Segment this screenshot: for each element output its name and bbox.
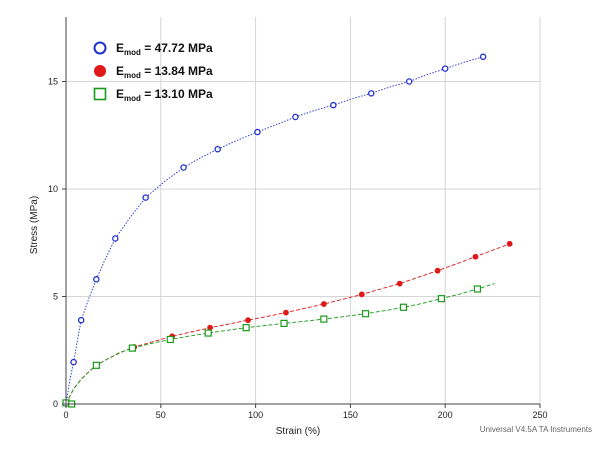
series-2-point [472, 253, 479, 260]
series-3-point [399, 303, 408, 311]
series-1-point [214, 145, 221, 153]
series-2-point [320, 301, 327, 307]
series-1-point [142, 194, 149, 201]
series-3-point [242, 324, 250, 332]
series-2-point [245, 317, 251, 324]
software-watermark: Universal V4.5A TA Instruments [480, 425, 592, 434]
series-3-point [128, 344, 136, 352]
series-3-point [361, 310, 370, 318]
series-2-point [396, 280, 403, 287]
x-tick-label: 150 [343, 410, 358, 420]
series-1-point [254, 128, 261, 136]
series-1-point [479, 53, 487, 61]
x-tick-label: 50 [156, 410, 166, 420]
series-3-point [166, 335, 174, 344]
x-tick-label: 200 [438, 410, 453, 420]
x-axis-label: Strain (%) [276, 426, 320, 437]
x-tick-label: 100 [248, 410, 263, 420]
legend-entry-1-label: Emod = 47.72 MPa [116, 41, 213, 57]
grid-group [66, 17, 541, 404]
series-1-point [292, 113, 299, 121]
series-2-point [434, 267, 441, 274]
legend-entry-2-label: Emod = 13.84 MPa [116, 64, 213, 80]
series-1-point [77, 316, 85, 324]
axes-group: 0 50 100 150 200 250 0 5 10 15 [48, 17, 548, 420]
series-3-point [437, 295, 446, 303]
series-1-point [441, 65, 449, 72]
x-tick-label: 250 [532, 410, 547, 420]
legend-group: Emod = 47.72 MPa Emod = 13.84 MPa Emod = 1… [93, 41, 213, 103]
series-3-point [280, 319, 288, 327]
legend-entry-3-label: Emod = 13.10 MPa [116, 87, 213, 103]
series-2-point [358, 291, 365, 298]
series-1-point [112, 235, 119, 242]
series-1-point [70, 358, 77, 366]
legend-entry-2-filled-circle-icon [94, 65, 106, 77]
series-1-fit-line [65, 56, 484, 405]
series-3-point [92, 361, 100, 369]
series-3-point [320, 315, 328, 323]
y-tick-label: 10 [48, 184, 58, 194]
series-1-point [180, 164, 187, 171]
y-tick-label: 0 [53, 399, 58, 409]
series-1-point [405, 78, 413, 85]
series-1-point [93, 276, 100, 283]
series-2-point [283, 309, 289, 316]
legend-entry-1-open-circle-icon [93, 41, 107, 55]
series-1-point [330, 101, 337, 109]
y-axis-label: Stress (MPa) [29, 196, 40, 254]
legend-entry-3-open-square-icon [93, 87, 107, 101]
y-tick-label: 15 [48, 77, 58, 87]
series-1-point [368, 90, 375, 97]
series-2-point [506, 240, 513, 247]
series-3-point [473, 285, 482, 293]
y-tick-label: 5 [53, 292, 58, 302]
x-tick-label: 0 [63, 410, 68, 420]
series-3-point [204, 329, 212, 337]
data-markers-group [62, 53, 513, 408]
